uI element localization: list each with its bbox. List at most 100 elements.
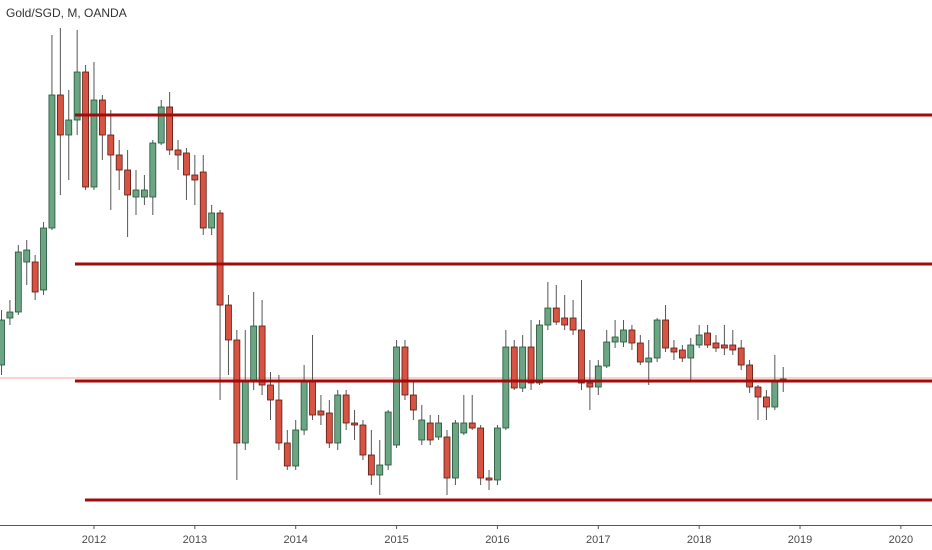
- x-tick-label: 2014: [283, 534, 307, 546]
- candle-body: [763, 396, 770, 408]
- candle-body: [241, 379, 249, 444]
- x-tick-label: 2019: [788, 534, 812, 546]
- candle-body: [460, 422, 468, 434]
- candle-body: [40, 227, 47, 291]
- candle-body: [23, 249, 31, 263]
- candle-body: [334, 394, 342, 444]
- candle-body: [48, 94, 56, 229]
- candle-body: [65, 119, 73, 136]
- candle-body: [107, 134, 115, 156]
- candle-body: [166, 106, 174, 151]
- candle-body: [510, 346, 518, 389]
- candle-body: [82, 71, 89, 188]
- candle-body: [191, 174, 199, 181]
- candle-body: [662, 319, 669, 349]
- candle-body: [645, 357, 653, 363]
- candle-body: [746, 364, 754, 388]
- candle-body: [283, 442, 291, 467]
- candle-body: [670, 347, 678, 353]
- candle-body: [594, 365, 602, 388]
- candle-body: [31, 261, 39, 293]
- candle-body: [115, 154, 123, 171]
- candle-body: [342, 394, 350, 424]
- candle-body: [771, 379, 779, 408]
- candle-body: [426, 422, 434, 441]
- candle-body: [502, 346, 510, 429]
- candle-body: [712, 342, 720, 349]
- candle-body: [603, 341, 611, 367]
- candle-body: [737, 347, 745, 366]
- candle-body: [401, 346, 409, 396]
- candle-body: [678, 349, 686, 359]
- candle-body: [393, 346, 400, 446]
- candle-body: [628, 329, 636, 344]
- candle-body: [384, 411, 392, 466]
- candle-body: [14, 251, 22, 313]
- x-tick-label: 2018: [687, 534, 711, 546]
- candle-body: [620, 329, 627, 343]
- candle-body: [258, 325, 266, 386]
- candle-body: [124, 169, 131, 196]
- candle-body: [485, 477, 493, 481]
- candle-body: [309, 379, 316, 416]
- candle-body: [636, 342, 644, 363]
- candle-body: [208, 212, 216, 229]
- x-tick-label: 2017: [586, 534, 610, 546]
- candle-body: [6, 311, 14, 319]
- candle-body: [98, 99, 106, 136]
- candle-body: [452, 422, 459, 479]
- candle-body: [250, 325, 258, 381]
- candle-body: [754, 386, 762, 398]
- candle-body: [216, 212, 224, 306]
- candle-body: [494, 427, 501, 481]
- candle-body: [527, 346, 535, 384]
- candle-body: [578, 329, 585, 384]
- candle-body: [435, 422, 442, 438]
- candle-body: [141, 189, 148, 198]
- candle-body: [443, 436, 451, 479]
- candle-body: [687, 344, 695, 359]
- candle-body: [561, 317, 569, 326]
- candle-body: [174, 149, 182, 156]
- x-tick-label: 2020: [889, 534, 913, 546]
- x-tick-label: 2015: [384, 534, 408, 546]
- candle-body: [418, 419, 426, 441]
- candle-body: [519, 346, 527, 389]
- candle-body: [149, 142, 157, 198]
- candle-body: [569, 317, 577, 331]
- candle-body: [351, 422, 358, 426]
- candle-body: [695, 334, 703, 346]
- candle-body: [132, 189, 140, 198]
- candle-body: [720, 344, 728, 349]
- candle-body: [275, 399, 283, 444]
- candle-body: [704, 332, 711, 346]
- candle-body: [56, 94, 64, 136]
- candle-body: [653, 319, 661, 359]
- candle-body: [544, 307, 552, 326]
- candle-body: [359, 424, 367, 456]
- x-tick-label: 2012: [82, 534, 106, 546]
- candle-body: [300, 379, 308, 431]
- chart-title: Gold/SGD, M, OANDA: [6, 6, 127, 20]
- candle-body: [225, 304, 232, 341]
- candle-body: [157, 106, 165, 144]
- candle-body: [376, 464, 384, 476]
- candle-body: [325, 412, 333, 444]
- candle-body: [267, 384, 274, 401]
- candle-body: [729, 344, 737, 351]
- candle-body: [586, 382, 594, 388]
- candle-body: [468, 422, 476, 429]
- candle-body: [611, 336, 619, 343]
- candle-body: [233, 339, 241, 444]
- candle-body: [536, 324, 543, 384]
- candle-body: [90, 99, 98, 188]
- candle-body: [552, 307, 560, 323]
- x-tick-label: 2016: [485, 534, 509, 546]
- candle-body: [409, 394, 417, 411]
- candle-body: [73, 71, 81, 121]
- candle-body: [477, 427, 485, 479]
- candle-body: [317, 410, 325, 416]
- x-tick-label: 2013: [183, 534, 207, 546]
